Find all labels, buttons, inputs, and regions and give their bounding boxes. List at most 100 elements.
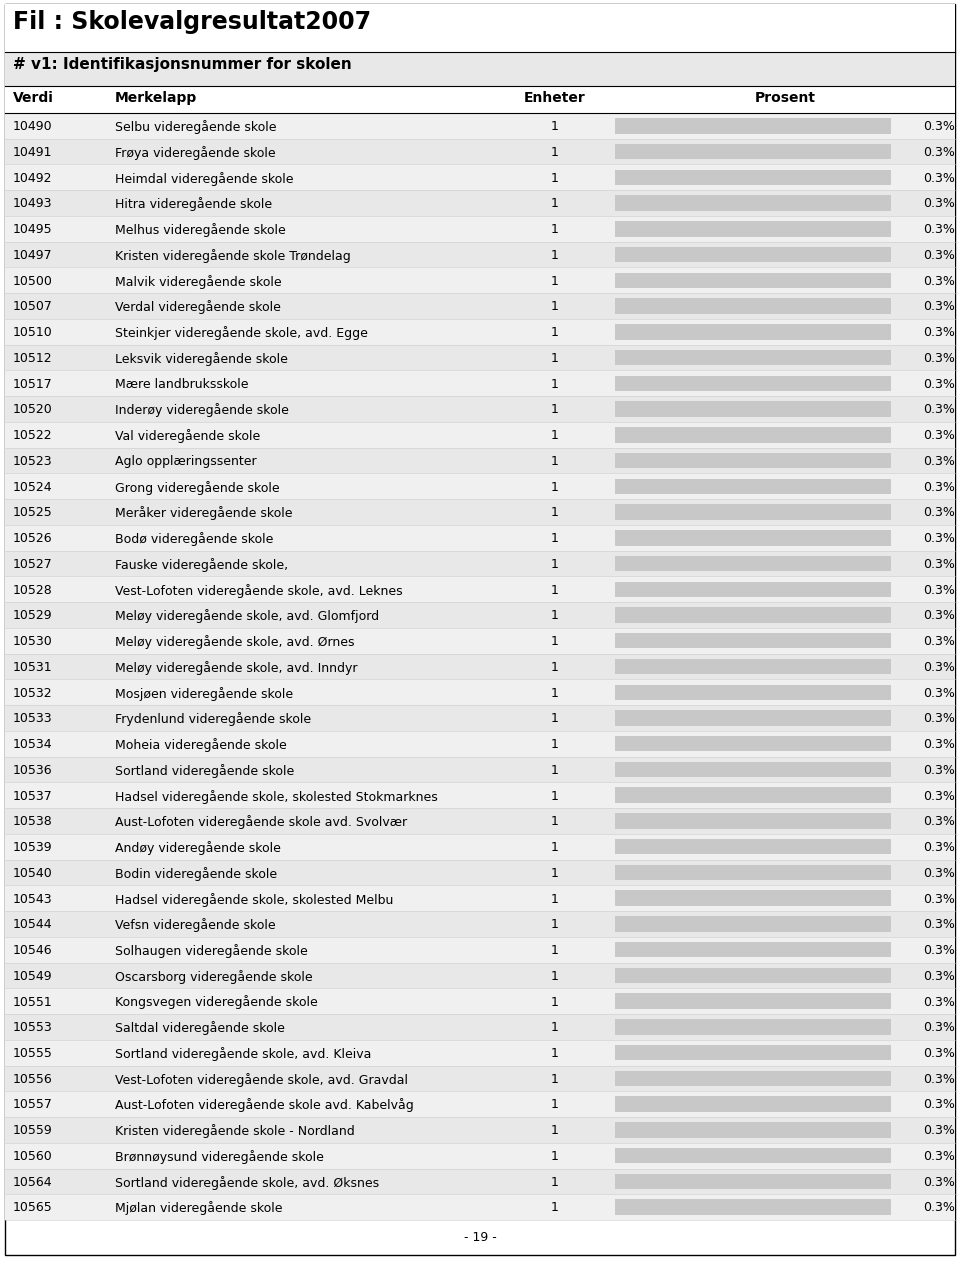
Text: 1: 1 <box>551 610 559 623</box>
Bar <box>5 808 955 833</box>
Text: 1: 1 <box>551 223 559 236</box>
Text: 1: 1 <box>551 790 559 802</box>
Bar <box>615 864 892 880</box>
Bar <box>615 787 892 802</box>
Bar <box>5 679 955 705</box>
Text: Malvik videregående skole: Malvik videregående skole <box>115 275 281 289</box>
Bar <box>5 833 955 859</box>
Text: 1: 1 <box>551 198 559 211</box>
Text: 1: 1 <box>551 300 559 313</box>
Text: Frydenlund videregående skole: Frydenlund videregående skole <box>115 713 311 727</box>
Text: 10539: 10539 <box>13 841 53 854</box>
Text: 1: 1 <box>551 352 559 365</box>
Text: Bodø videregående skole: Bodø videregående skole <box>115 532 274 546</box>
Text: 1: 1 <box>551 1099 559 1112</box>
Text: 0.3%: 0.3% <box>924 352 955 365</box>
Text: 10527: 10527 <box>13 557 53 571</box>
Text: 10565: 10565 <box>13 1202 53 1215</box>
Text: 0.3%: 0.3% <box>924 713 955 725</box>
Text: 0.3%: 0.3% <box>924 636 955 648</box>
Text: Steinkjer videregående skole, avd. Egge: Steinkjer videregående skole, avd. Egge <box>115 326 368 340</box>
Text: 0.3%: 0.3% <box>924 661 955 674</box>
Text: 10533: 10533 <box>13 713 53 725</box>
Bar <box>615 942 892 958</box>
Bar <box>5 525 955 551</box>
Text: 10512: 10512 <box>13 352 53 365</box>
Text: Vest-Lofoten videregående skole, avd. Leknes: Vest-Lofoten videregående skole, avd. Le… <box>115 584 402 597</box>
Text: 1: 1 <box>551 121 559 134</box>
Text: 0.3%: 0.3% <box>924 532 955 546</box>
Text: 1: 1 <box>551 815 559 828</box>
Bar <box>615 272 892 288</box>
Text: 1: 1 <box>551 429 559 442</box>
Bar <box>615 659 892 674</box>
Text: Hadsel videregående skole, skolested Stokmarknes: Hadsel videregående skole, skolested Sto… <box>115 790 438 804</box>
Bar <box>615 1148 892 1163</box>
Text: 10495: 10495 <box>13 223 53 236</box>
Text: 10557: 10557 <box>13 1099 53 1112</box>
Bar <box>615 505 892 520</box>
Bar <box>5 86 955 113</box>
Text: 10490: 10490 <box>13 121 53 134</box>
Text: Inderøy videregående skole: Inderøy videregående skole <box>115 403 289 417</box>
Bar <box>615 838 892 854</box>
Text: 0.3%: 0.3% <box>924 377 955 390</box>
Text: 1: 1 <box>551 713 559 725</box>
Text: Verdal videregående skole: Verdal videregående skole <box>115 300 281 315</box>
Text: 1: 1 <box>551 1150 559 1163</box>
Text: 10522: 10522 <box>13 429 53 442</box>
Bar <box>615 633 892 648</box>
Text: 10553: 10553 <box>13 1021 53 1034</box>
Text: 1: 1 <box>551 969 559 982</box>
Bar <box>5 1143 955 1168</box>
Text: Solhaugen videregående skole: Solhaugen videregående skole <box>115 944 308 958</box>
Bar <box>615 1019 892 1035</box>
Text: Prosent: Prosent <box>755 91 815 105</box>
Text: 1: 1 <box>551 326 559 339</box>
Text: 0.3%: 0.3% <box>924 815 955 828</box>
Text: 1: 1 <box>551 867 559 880</box>
Bar <box>615 1199 892 1215</box>
Text: 1: 1 <box>551 584 559 597</box>
Text: Meløy videregående skole, avd. Inndyr: Meløy videregående skole, avd. Inndyr <box>115 661 357 675</box>
Text: 10492: 10492 <box>13 172 53 185</box>
Bar <box>5 963 955 989</box>
Text: 1: 1 <box>551 687 559 700</box>
Bar <box>5 139 955 164</box>
Text: Melhus videregående skole: Melhus videregående skole <box>115 223 286 238</box>
Text: 0.3%: 0.3% <box>924 892 955 905</box>
Bar <box>5 654 955 679</box>
Bar <box>5 1168 955 1194</box>
Text: Vefsn videregående skole: Vefsn videregående skole <box>115 918 276 932</box>
Bar <box>615 556 892 571</box>
Bar <box>615 453 892 469</box>
Bar <box>5 474 955 499</box>
Bar <box>5 937 955 963</box>
Text: 0.3%: 0.3% <box>924 429 955 442</box>
Text: 10510: 10510 <box>13 326 53 339</box>
Text: 10493: 10493 <box>13 198 53 211</box>
Text: 0.3%: 0.3% <box>924 300 955 313</box>
Bar <box>615 1071 892 1086</box>
Text: Meløy videregående skole, avd. Ørnes: Meløy videregående skole, avd. Ørnes <box>115 636 354 648</box>
Bar <box>615 994 892 1009</box>
Text: 0.3%: 0.3% <box>924 841 955 854</box>
Text: Aglo opplæringssenter: Aglo opplæringssenter <box>115 455 256 467</box>
Bar <box>5 1040 955 1066</box>
Text: Aust-Lofoten videregående skole avd. Svolvær: Aust-Lofoten videregående skole avd. Svo… <box>115 815 407 829</box>
Bar <box>5 756 955 782</box>
Text: Fil : Skolevalgresultat2007: Fil : Skolevalgresultat2007 <box>13 10 372 33</box>
Text: 10497: 10497 <box>13 249 53 262</box>
Text: 10491: 10491 <box>13 146 53 159</box>
Text: Heimdal videregående skole: Heimdal videregående skole <box>115 172 294 186</box>
Bar <box>5 190 955 216</box>
Bar <box>615 428 892 443</box>
Text: 0.3%: 0.3% <box>924 403 955 416</box>
Bar <box>615 761 892 777</box>
Text: Andøy videregående skole: Andøy videregående skole <box>115 841 281 855</box>
Text: 0.3%: 0.3% <box>924 995 955 1008</box>
Bar <box>5 318 955 344</box>
Bar <box>5 4 955 51</box>
Bar <box>615 144 892 159</box>
Text: Kristen videregående skole - Nordland: Kristen videregående skole - Nordland <box>115 1125 355 1138</box>
